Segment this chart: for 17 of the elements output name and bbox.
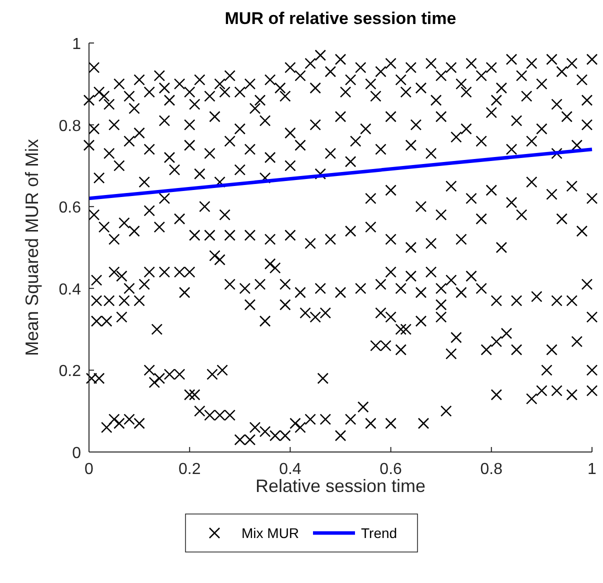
y-tick-label: 0.2 (58, 363, 82, 380)
x-axis-title: Relative session time (255, 476, 426, 496)
x-tick-label: 1 (588, 461, 597, 478)
legend-label: Mix MUR (242, 525, 300, 541)
y-tick-label: 0.6 (58, 200, 82, 217)
x-tick-label: 0.8 (480, 461, 503, 478)
x-tick-label: 0 (84, 461, 94, 478)
y-tick-label: 0.4 (58, 281, 82, 298)
legend-label: Trend (361, 525, 398, 541)
x-tick-label: 0.4 (279, 461, 302, 478)
y-tick-label: 0 (72, 445, 82, 462)
chart-title: MUR of relative session time (224, 9, 456, 28)
x-tick-label: 0.2 (178, 461, 201, 478)
y-axis-title: Mean Squared MUR of Mix (22, 138, 42, 356)
x-tick-label: 0.6 (380, 461, 402, 478)
y-tick-label: 1 (72, 36, 82, 53)
y-tick-label: 0.8 (58, 118, 82, 135)
